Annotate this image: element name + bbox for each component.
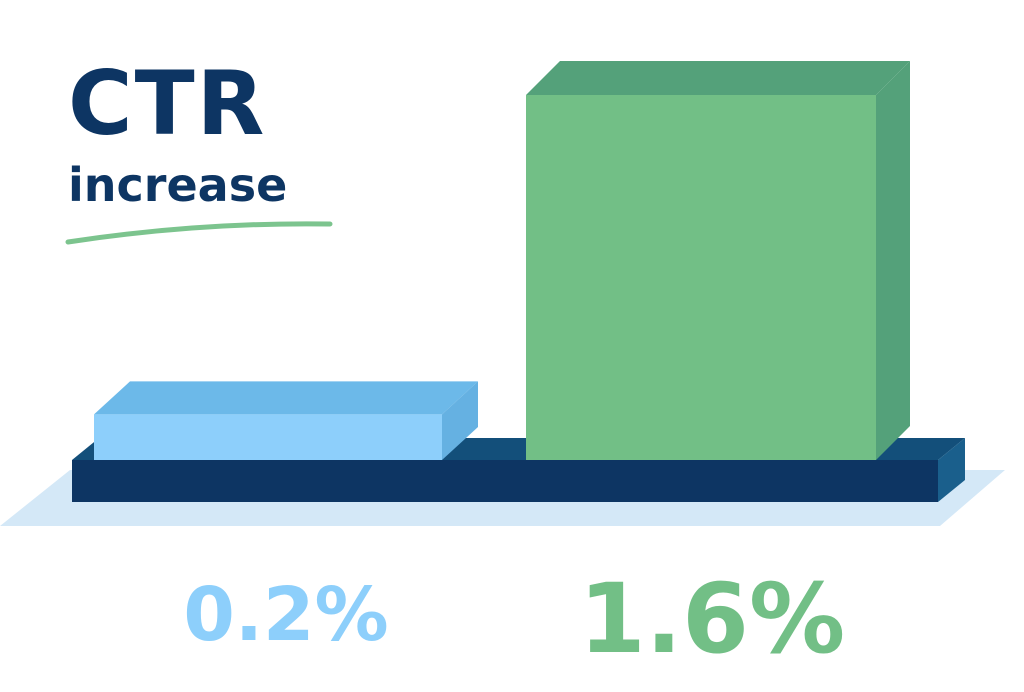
- bar-2-value-label: 1.6%: [579, 563, 845, 675]
- bar-2-side: [876, 61, 910, 460]
- bar-1-side: [442, 381, 478, 460]
- bars-layer: [94, 61, 910, 460]
- chart-title: CTR: [68, 52, 267, 155]
- chart-subtitle: increase: [68, 158, 288, 212]
- bar-2-front: [526, 95, 876, 460]
- value-labels-layer: 0.2% 1.6%: [183, 563, 845, 675]
- bar-1: [94, 381, 478, 460]
- title-underline: [65, 221, 333, 245]
- bar-1-front: [94, 414, 442, 460]
- bar-2: [526, 61, 910, 460]
- base-front-face: [72, 460, 938, 502]
- bar-2-top: [526, 61, 910, 95]
- bar-1-value-label: 0.2%: [183, 572, 388, 658]
- base-side-face: [938, 438, 965, 502]
- bar-1-top: [94, 381, 478, 415]
